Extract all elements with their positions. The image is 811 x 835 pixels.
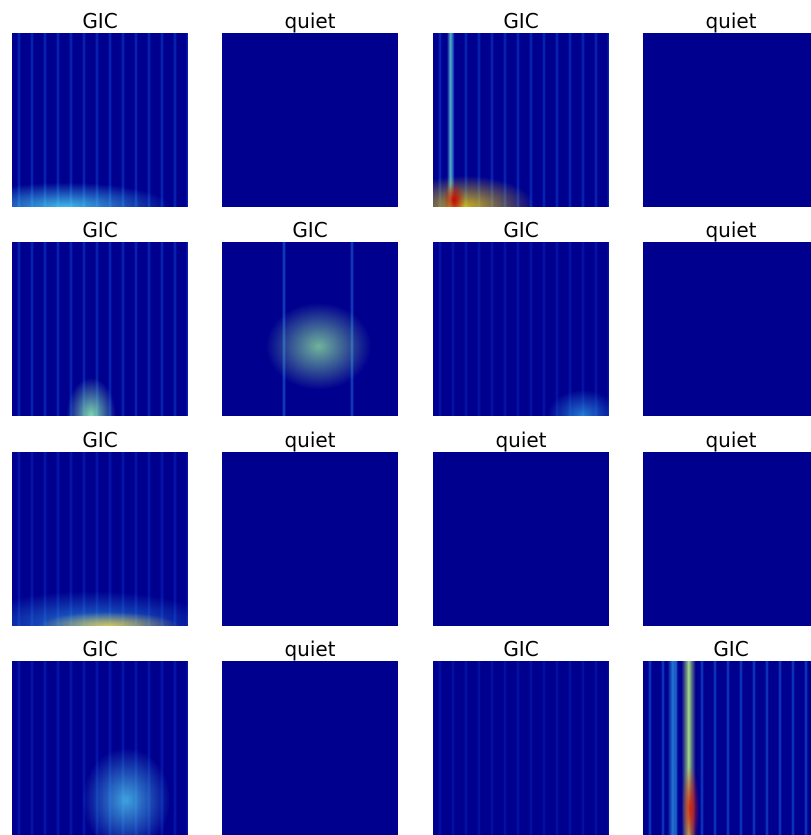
panel: GIC	[433, 629, 609, 835]
scalogram	[12, 661, 188, 835]
scalogram	[433, 661, 609, 835]
scalogram	[12, 33, 188, 207]
scalogram	[643, 242, 811, 416]
panel-title: GIC	[82, 428, 118, 452]
panel-title: GIC	[503, 218, 539, 242]
scalogram	[12, 242, 188, 416]
scalogram	[12, 452, 188, 626]
scalogram	[433, 242, 609, 416]
panel: quiet	[222, 1, 398, 207]
scalogram	[222, 452, 398, 626]
panel: GIC	[433, 1, 609, 207]
panel-title: quiet	[705, 428, 757, 452]
panel: quiet	[222, 420, 398, 626]
panel: quiet	[643, 210, 811, 416]
panel: quiet	[643, 1, 811, 207]
panel-title: quiet	[284, 428, 336, 452]
panel: GIC	[12, 420, 188, 626]
panel: GIC	[12, 629, 188, 835]
panel: GIC	[433, 210, 609, 416]
panel-title: GIC	[82, 218, 118, 242]
panel-title: quiet	[705, 218, 757, 242]
panel-title: quiet	[705, 9, 757, 33]
panel-title: quiet	[284, 637, 336, 661]
scalogram	[643, 33, 811, 207]
scalogram	[222, 242, 398, 416]
panel-title: GIC	[713, 637, 749, 661]
panel: GIC	[222, 210, 398, 416]
panel-title: GIC	[503, 637, 539, 661]
panel-title: GIC	[503, 9, 539, 33]
panel: quiet	[433, 420, 609, 626]
scalogram	[433, 33, 609, 207]
panel-title: quiet	[284, 9, 336, 33]
panel: GIC	[12, 1, 188, 207]
panel: quiet	[222, 629, 398, 835]
panel-title: quiet	[495, 428, 547, 452]
panel-title: GIC	[82, 9, 118, 33]
panel: GIC	[643, 629, 811, 835]
panel: quiet	[643, 420, 811, 626]
scalogram	[222, 661, 398, 835]
panel-title: GIC	[292, 218, 328, 242]
scalogram	[222, 33, 398, 207]
scalogram	[643, 452, 811, 626]
panel-title: GIC	[82, 637, 118, 661]
scalogram	[643, 661, 811, 835]
panel: GIC	[12, 210, 188, 416]
scalogram	[433, 452, 609, 626]
